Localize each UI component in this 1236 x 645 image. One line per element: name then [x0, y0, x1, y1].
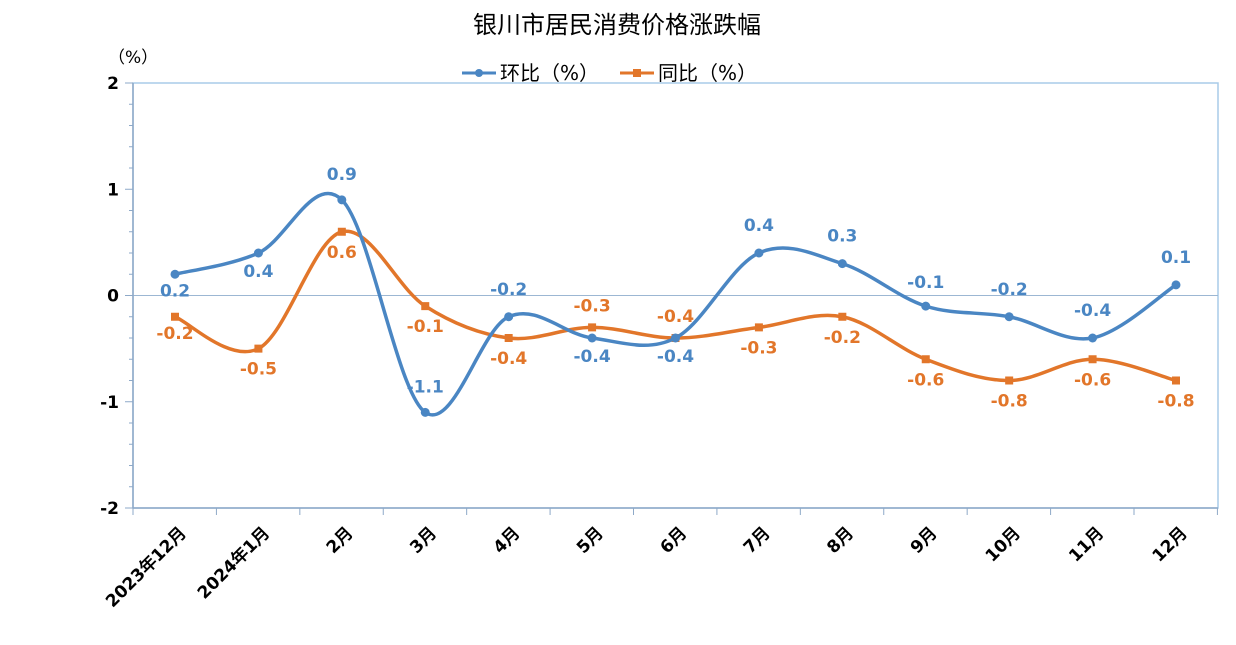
- y-axis: 2 1 0 -1 -2: [100, 74, 134, 519]
- data-label-yoy: -0.6: [907, 370, 944, 390]
- data-label-mom: -0.2: [490, 280, 527, 300]
- legend-item-mom: 环比（%）: [462, 61, 599, 85]
- data-point-mom: [754, 248, 764, 258]
- x-tick-label: 8月: [823, 523, 858, 558]
- x-tick-label: 4月: [490, 523, 525, 558]
- data-point-mom: [921, 301, 931, 311]
- data-point-mom: [1088, 333, 1098, 343]
- y-tick-label: -2: [100, 499, 119, 519]
- x-tick-label: 7月: [740, 523, 775, 558]
- x-tick-label: 3月: [406, 523, 441, 558]
- chart-title: 银川市居民消费价格涨跌幅: [473, 11, 761, 39]
- y-tick-label: 0: [107, 287, 119, 307]
- x-tick-label: 2023年12月: [101, 523, 190, 612]
- data-label-yoy: -0.3: [740, 338, 777, 358]
- series-layer: -0.2 -0.5 0.6 -0.1 -0.4 -0.3 -0.4 -0.3 -0.2 -0.6 -…: [156, 165, 1195, 417]
- data-label-yoy: -0.2: [156, 324, 193, 344]
- legend-label-yoy: 同比（%）: [658, 61, 757, 85]
- data-point-yoy: [421, 302, 430, 311]
- x-tick-label: 11月: [1065, 523, 1108, 566]
- data-label-mom: 0.4: [744, 216, 774, 236]
- data-point-yoy: [1172, 376, 1180, 385]
- data-point-mom: [420, 407, 430, 417]
- x-tick-label: 10月: [982, 523, 1025, 566]
- data-label-mom: 0.9: [327, 165, 357, 185]
- data-label-mom: -0.4: [657, 347, 694, 367]
- data-point-mom: [587, 333, 597, 343]
- x-axis: 2023年12月 2024年1月 2月 3月 4月 5月 6月 7月 8月 9月 10月 11月 12月: [101, 507, 1218, 612]
- data-label-yoy: -0.4: [490, 349, 527, 369]
- data-point-yoy: [337, 227, 346, 236]
- data-label-yoy: -0.8: [991, 392, 1028, 412]
- data-label-mom: 0.3: [827, 227, 857, 247]
- y-axis-unit: （%）: [108, 48, 158, 68]
- data-label-mom: -0.4: [1074, 301, 1111, 321]
- data-label-yoy: -0.5: [240, 360, 277, 380]
- data-label-yoy: 0.6: [327, 243, 357, 263]
- data-point-mom: [504, 312, 514, 322]
- x-tick-label: 5月: [573, 523, 608, 558]
- data-label-mom: -0.2: [991, 280, 1028, 300]
- x-tick-label: 2024年1月: [193, 523, 274, 604]
- data-point-yoy: [171, 312, 179, 321]
- data-point-yoy: [754, 323, 763, 332]
- data-label-yoy: -0.4: [657, 307, 694, 327]
- data-label-mom: -1.1: [407, 377, 444, 397]
- data-label-yoy: -0.1: [407, 317, 444, 337]
- data-point-mom: [253, 248, 263, 258]
- data-point-mom: [837, 259, 847, 269]
- data-point-yoy: [1088, 355, 1097, 364]
- data-label-mom: -0.4: [573, 347, 610, 367]
- data-point-yoy: [1005, 376, 1014, 385]
- data-label-yoy: -0.2: [824, 328, 861, 348]
- legend-label-mom: 环比（%）: [500, 61, 599, 85]
- series-mom: 0.2 0.4 0.9 -1.1 -0.2 -0.4 -0.4 0.4 0.3 -0.1 -0.2 -…: [160, 165, 1191, 417]
- y-tick-label: 2: [107, 74, 119, 94]
- data-point-mom: [337, 195, 347, 205]
- y-tick-label: 1: [107, 180, 119, 200]
- legend-item-yoy: 同比（%）: [620, 61, 757, 85]
- data-point-mom: [170, 269, 180, 279]
- data-label-mom: -0.1: [907, 273, 944, 293]
- x-tick-label: 2月: [323, 523, 358, 558]
- data-label-yoy: -0.8: [1157, 392, 1194, 412]
- data-point-yoy: [504, 334, 513, 342]
- series-yoy: -0.2 -0.5 0.6 -0.1 -0.4 -0.3 -0.4 -0.3 -0.2 -0.6 -…: [156, 227, 1195, 412]
- y-tick-label: -1: [100, 393, 119, 413]
- x-tick-label: 9月: [907, 523, 942, 558]
- x-tick-label: 12月: [1149, 523, 1192, 566]
- data-point-mom: [671, 333, 680, 343]
- data-point-mom: [1004, 312, 1014, 322]
- data-point-yoy: [921, 355, 930, 364]
- data-point-mom: [1171, 280, 1181, 290]
- x-tick-label: 6月: [656, 523, 691, 558]
- data-point-yoy: [588, 323, 597, 332]
- data-point-yoy: [838, 312, 847, 321]
- series-line-mom: [173, 191, 1178, 417]
- data-label-yoy: -0.6: [1074, 370, 1111, 390]
- data-label-mom: 0.1: [1161, 248, 1191, 268]
- data-label-mom: 0.2: [160, 281, 190, 301]
- legend: 环比（%） 同比（%）: [462, 61, 757, 85]
- data-label-mom: 0.4: [243, 262, 273, 282]
- data-point-yoy: [254, 344, 263, 353]
- data-label-yoy: -0.3: [573, 296, 610, 316]
